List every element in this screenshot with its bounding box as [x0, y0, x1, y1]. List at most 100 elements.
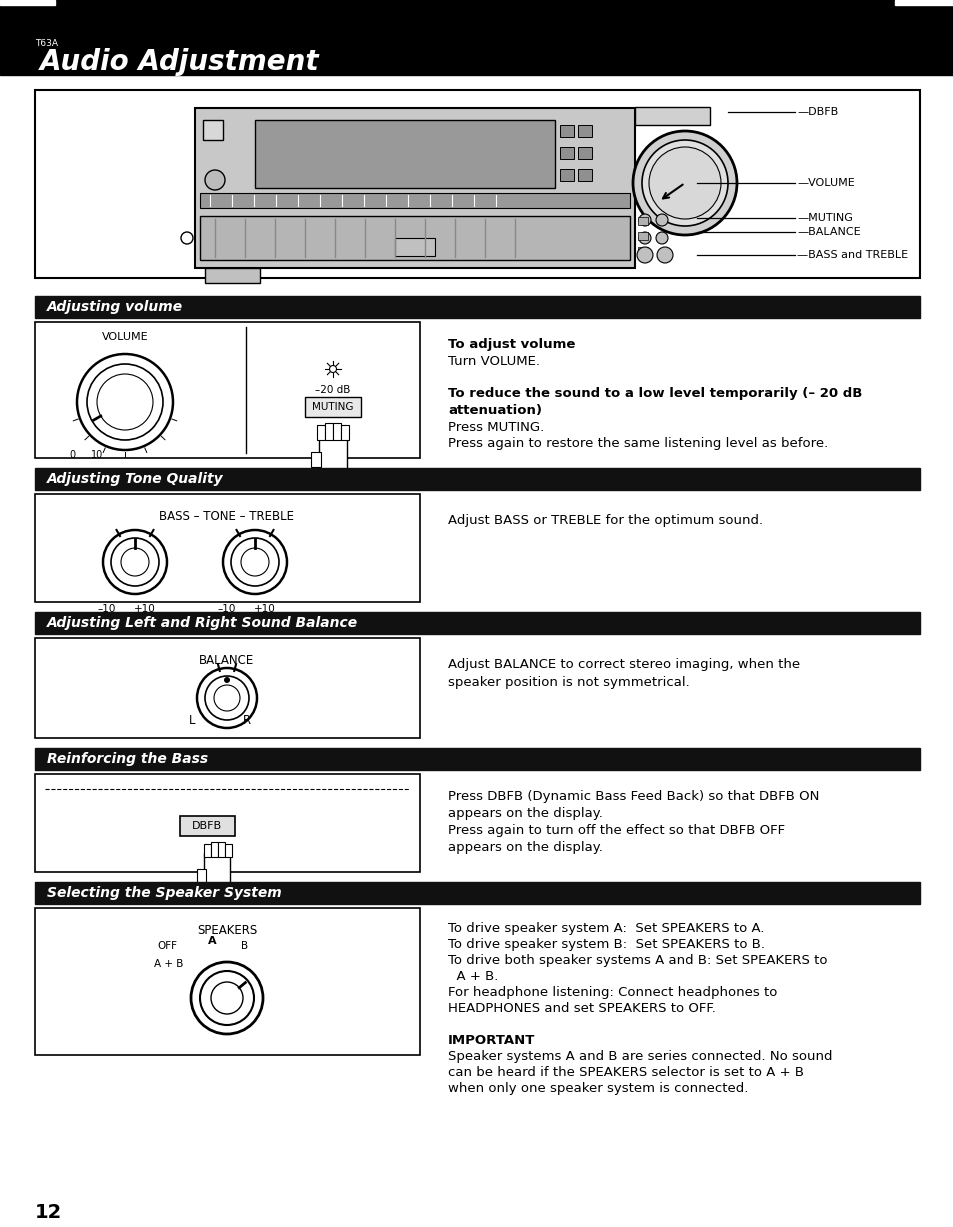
Bar — [894, 0, 953, 5]
Circle shape — [103, 530, 167, 594]
Text: Adjusting Left and Right Sound Balance: Adjusting Left and Right Sound Balance — [47, 616, 357, 629]
Text: Adjusting Tone Quality: Adjusting Tone Quality — [47, 472, 223, 486]
Circle shape — [181, 232, 193, 244]
Circle shape — [205, 676, 249, 720]
Text: —MUTING: —MUTING — [796, 213, 852, 223]
Text: —DBFB: —DBFB — [796, 107, 838, 117]
Text: can be heard if the SPEAKERS selector is set to A + B: can be heard if the SPEAKERS selector is… — [448, 1066, 803, 1079]
Circle shape — [205, 171, 225, 190]
Text: —VOLUME: —VOLUME — [796, 178, 854, 188]
Text: 10: 10 — [91, 450, 103, 460]
Text: 12: 12 — [35, 1202, 62, 1222]
Text: BALANCE: BALANCE — [199, 654, 254, 667]
Bar — [318, 437, 347, 477]
Bar — [311, 452, 320, 467]
Text: Press MUTING.: Press MUTING. — [448, 421, 543, 434]
Bar — [316, 425, 325, 440]
Circle shape — [121, 548, 149, 575]
Text: Press DBFB (Dynamic Bass Feed Back) so that DBFB ON: Press DBFB (Dynamic Bass Feed Back) so t… — [448, 790, 819, 802]
Text: when only one speaker system is connected.: when only one speaker system is connecte… — [448, 1082, 747, 1094]
Circle shape — [329, 366, 336, 373]
Text: VOLUME: VOLUME — [102, 333, 148, 342]
Bar — [578, 147, 592, 160]
Text: —BASS and TREBLE: —BASS and TREBLE — [796, 250, 907, 260]
Text: To drive both speaker systems A and B: Set SPEAKERS to: To drive both speaker systems A and B: S… — [448, 955, 826, 967]
Circle shape — [633, 131, 737, 236]
Text: Audio Adjustment: Audio Adjustment — [40, 48, 319, 76]
Bar — [35, 908, 419, 1055]
Bar — [35, 748, 919, 771]
Circle shape — [648, 147, 720, 218]
Text: Turn VOLUME.: Turn VOLUME. — [448, 355, 539, 368]
Bar — [35, 494, 419, 602]
Text: Press again to turn off the effect so that DBFB OFF: Press again to turn off the effect so th… — [448, 825, 784, 837]
Bar — [196, 869, 206, 883]
Bar — [205, 267, 260, 283]
Text: appears on the display.: appears on the display. — [448, 840, 602, 854]
Text: To reduce the sound to a low level temporarily (– 20 dB: To reduce the sound to a low level tempo… — [448, 387, 862, 400]
Text: A: A — [208, 936, 216, 946]
Circle shape — [656, 213, 667, 226]
Circle shape — [77, 355, 172, 450]
Bar — [35, 296, 919, 318]
Bar — [35, 467, 919, 490]
Text: –10: –10 — [98, 604, 116, 614]
Bar — [35, 774, 419, 872]
Text: Adjust BALANCE to correct stereo imaging, when the: Adjust BALANCE to correct stereo imaging… — [448, 658, 800, 671]
Text: Speaker systems A and B are series connected. No sound: Speaker systems A and B are series conne… — [448, 1050, 832, 1063]
Bar — [638, 232, 647, 240]
Text: attenuation): attenuation) — [448, 404, 541, 417]
Text: L: L — [189, 714, 195, 728]
Circle shape — [200, 971, 253, 1025]
Text: —BALANCE: —BALANCE — [796, 227, 860, 237]
Bar — [340, 425, 349, 440]
Bar — [200, 193, 629, 209]
Bar — [211, 842, 218, 856]
Circle shape — [224, 677, 230, 683]
Bar — [325, 423, 333, 440]
Text: Selecting the Speaker System: Selecting the Speaker System — [47, 886, 281, 899]
Text: T63A: T63A — [35, 39, 58, 49]
Bar — [35, 321, 419, 458]
Bar — [635, 107, 709, 125]
Bar — [559, 125, 574, 137]
Text: +10: +10 — [134, 604, 155, 614]
Circle shape — [231, 537, 278, 587]
Circle shape — [87, 364, 163, 440]
Bar — [200, 216, 629, 260]
Bar — [225, 844, 232, 856]
Text: To adjust volume: To adjust volume — [448, 337, 575, 351]
Circle shape — [657, 247, 672, 263]
Circle shape — [223, 530, 287, 594]
Text: –20 dB: –20 dB — [315, 385, 351, 395]
Text: appears on the display.: appears on the display. — [448, 807, 602, 820]
Circle shape — [211, 982, 243, 1014]
Text: +10: +10 — [253, 604, 275, 614]
Text: SPEAKERS: SPEAKERS — [196, 924, 257, 937]
Text: Adjusting volume: Adjusting volume — [47, 299, 183, 314]
Bar — [559, 169, 574, 182]
Bar — [254, 120, 555, 188]
Text: BASS – TONE – TREBLE: BASS – TONE – TREBLE — [159, 510, 294, 523]
Text: Adjust BASS or TREBLE for the optimum sound.: Adjust BASS or TREBLE for the optimum so… — [448, 514, 762, 528]
Bar — [0, 0, 953, 75]
Text: R: R — [243, 714, 251, 728]
Text: MUTING: MUTING — [312, 402, 354, 412]
Bar — [218, 842, 225, 856]
Text: To drive speaker system A:  Set SPEAKERS to A.: To drive speaker system A: Set SPEAKERS … — [448, 921, 763, 935]
Text: To drive speaker system B:  Set SPEAKERS to B.: To drive speaker system B: Set SPEAKERS … — [448, 937, 764, 951]
Circle shape — [639, 232, 650, 244]
Text: IMPORTANT: IMPORTANT — [448, 1034, 535, 1047]
Text: Reinforcing the Bass: Reinforcing the Bass — [47, 752, 208, 766]
Text: For headphone listening: Connect headphones to: For headphone listening: Connect headpho… — [448, 987, 777, 999]
Bar — [395, 238, 435, 256]
Bar — [0, 0, 55, 5]
Text: –10: –10 — [217, 604, 236, 614]
Bar — [35, 882, 919, 904]
Bar — [204, 844, 211, 856]
Circle shape — [641, 140, 727, 226]
Bar — [204, 853, 230, 891]
Text: A + B: A + B — [154, 960, 184, 969]
Text: A + B.: A + B. — [448, 971, 497, 983]
Text: Press again to restore the same listening level as before.: Press again to restore the same listenin… — [448, 437, 827, 450]
